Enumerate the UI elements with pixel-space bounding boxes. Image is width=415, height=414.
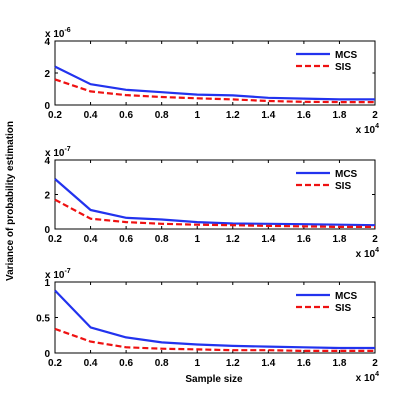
y-tick-label: 1 xyxy=(44,278,50,289)
y-multiplier: x 10-7 xyxy=(45,268,71,281)
x-tick-label: 0.6 xyxy=(119,110,133,121)
y-tick-label: 2 xyxy=(44,191,50,202)
y-tick-label: 2 xyxy=(44,69,50,80)
y-axis-label: Variance of probability estimation xyxy=(5,121,16,281)
x-tick-label: 2 xyxy=(372,358,378,369)
x-tick-label: 0.4 xyxy=(84,110,98,121)
x-tick-label: 0.6 xyxy=(119,234,133,245)
legend-label-sis: SIS xyxy=(335,181,351,192)
x-axis-label: Sample size xyxy=(185,374,243,385)
x-tick-label: 1.2 xyxy=(226,234,240,245)
x-tick-label: 0.6 xyxy=(119,358,133,369)
legend-label-sis: SIS xyxy=(335,62,351,73)
y-tick-label: 0.5 xyxy=(36,314,50,325)
y-tick-label: 4 xyxy=(44,37,50,48)
legend-label-mcs: MCS xyxy=(335,50,358,61)
series-line-sis xyxy=(54,327,375,352)
legend-label-mcs: MCS xyxy=(335,169,358,180)
x-multiplier: x 104 xyxy=(356,123,379,136)
panel-1: 0.2 0.4 0.6 0.8 1 1.2 1.4 1.6 1.8 2 0 2 4x 10-6 x 104… xyxy=(44,27,379,136)
x-tick-label: 1.2 xyxy=(226,358,240,369)
x-tick-label: 0.2 xyxy=(48,234,62,245)
x-tick-label: 0.2 xyxy=(48,110,62,121)
y-tick-label: 0 xyxy=(44,349,50,360)
y-tick-label: 0 xyxy=(44,101,50,112)
legend-box xyxy=(291,164,373,194)
x-tick-label: 0.8 xyxy=(155,234,169,245)
series-line-mcs xyxy=(54,178,376,227)
x-tick-label: 1.8 xyxy=(332,234,346,245)
x-tick-label: 1 xyxy=(194,234,200,245)
legend-label-mcs: MCS xyxy=(335,291,358,302)
x-tick-label: 0.4 xyxy=(84,358,98,369)
series-line-mcs xyxy=(54,65,375,101)
x-tick-label: 1.8 xyxy=(332,110,346,121)
y-multiplier: x 10-7 xyxy=(45,146,71,159)
x-tick-label: 1.2 xyxy=(226,110,240,121)
x-tick-label: 1.4 xyxy=(261,234,275,245)
y-multiplier: x 10-6 xyxy=(45,27,71,40)
y-tick-label: 4 xyxy=(44,156,50,167)
x-tick-label: 2 xyxy=(372,234,378,245)
x-tick-label: 0.8 xyxy=(155,110,169,121)
x-tick-label: 0.2 xyxy=(48,358,62,369)
x-tick-label: 0.8 xyxy=(155,358,169,369)
x-tick-label: 1 xyxy=(194,358,200,369)
x-tick-label: 1.6 xyxy=(297,234,311,245)
panel-2: 0.2 0.4 0.6 0.8 1 1.2 1.4 1.6 1.8 2 0 2 4x 10-7 x 104… xyxy=(44,146,379,260)
y-tick-label: 0 xyxy=(44,225,50,236)
series-line-sis xyxy=(54,78,375,104)
legend-box xyxy=(291,45,373,75)
x-tick-label: 1.8 xyxy=(332,358,346,369)
x-tick-label: 1.6 xyxy=(297,358,311,369)
x-tick-label: 1.4 xyxy=(261,110,275,121)
legend-box xyxy=(291,286,373,316)
x-multiplier: x 104 xyxy=(356,247,379,260)
x-tick-label: 1.4 xyxy=(261,358,275,369)
x-multiplier: x 104 xyxy=(356,371,379,384)
series-line-sis xyxy=(54,198,375,228)
x-tick-label: 0.4 xyxy=(84,234,98,245)
series-line-mcs xyxy=(54,289,375,350)
x-tick-label: 1 xyxy=(194,110,200,121)
x-tick-label: 2 xyxy=(372,110,378,121)
legend-label-sis: SIS xyxy=(335,303,351,314)
x-tick-label: 1.6 xyxy=(297,110,311,121)
panel-3: 0.2 0.4 0.6 0.8 1 1.2 1.4 1.6 1.8 200.51x 10-7x 1… xyxy=(36,268,379,384)
